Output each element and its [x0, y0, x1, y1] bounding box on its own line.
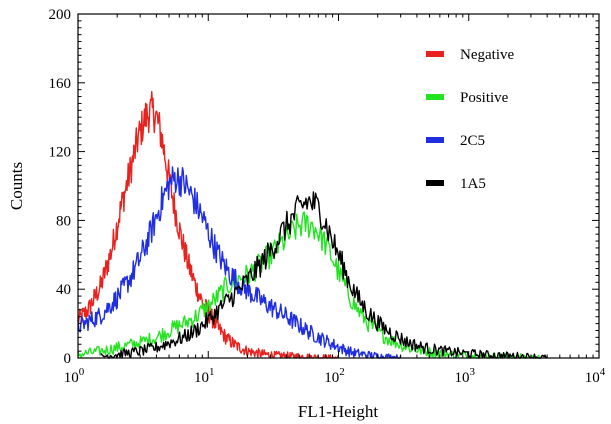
- series-line-negative: [77, 90, 340, 359]
- y-tick-label: 40: [56, 282, 71, 298]
- tick-labels: 0 40 80 120 160 200 100 101 102 103 104: [49, 7, 606, 386]
- y-axis-title: Counts: [7, 162, 26, 210]
- series-line-2c5: [77, 166, 402, 359]
- plot-frame: [77, 13, 600, 359]
- y-tick-label: 80: [56, 213, 71, 229]
- x-tick-label: 100: [64, 366, 85, 386]
- x-tick-label: 103: [455, 366, 476, 386]
- legend-swatch-positive: [426, 94, 444, 100]
- legend-swatch-2c5: [426, 137, 444, 143]
- x-tick-label: 104: [585, 366, 606, 386]
- ticks: [77, 13, 599, 359]
- legend-label: 1A5: [460, 176, 486, 192]
- legend-label: Positive: [460, 90, 509, 106]
- legend: Negative Positive 2C5 1A5: [426, 47, 514, 192]
- legend-swatch-negative: [426, 51, 444, 57]
- series-line-1a5: [100, 191, 548, 359]
- legend-label: Negative: [460, 47, 514, 63]
- y-tick-label: 160: [49, 76, 72, 92]
- legend-swatch-1a5: [426, 180, 444, 186]
- x-tick-label: 101: [194, 366, 215, 386]
- y-tick-label: 120: [49, 145, 72, 161]
- legend-label: 2C5: [460, 133, 485, 149]
- x-axis-title: FL1-Height: [298, 402, 379, 421]
- x-tick-label: 102: [324, 366, 345, 386]
- y-tick-label: 200: [49, 7, 72, 23]
- plot-lines: [77, 90, 548, 359]
- y-tick-label: 0: [64, 351, 72, 367]
